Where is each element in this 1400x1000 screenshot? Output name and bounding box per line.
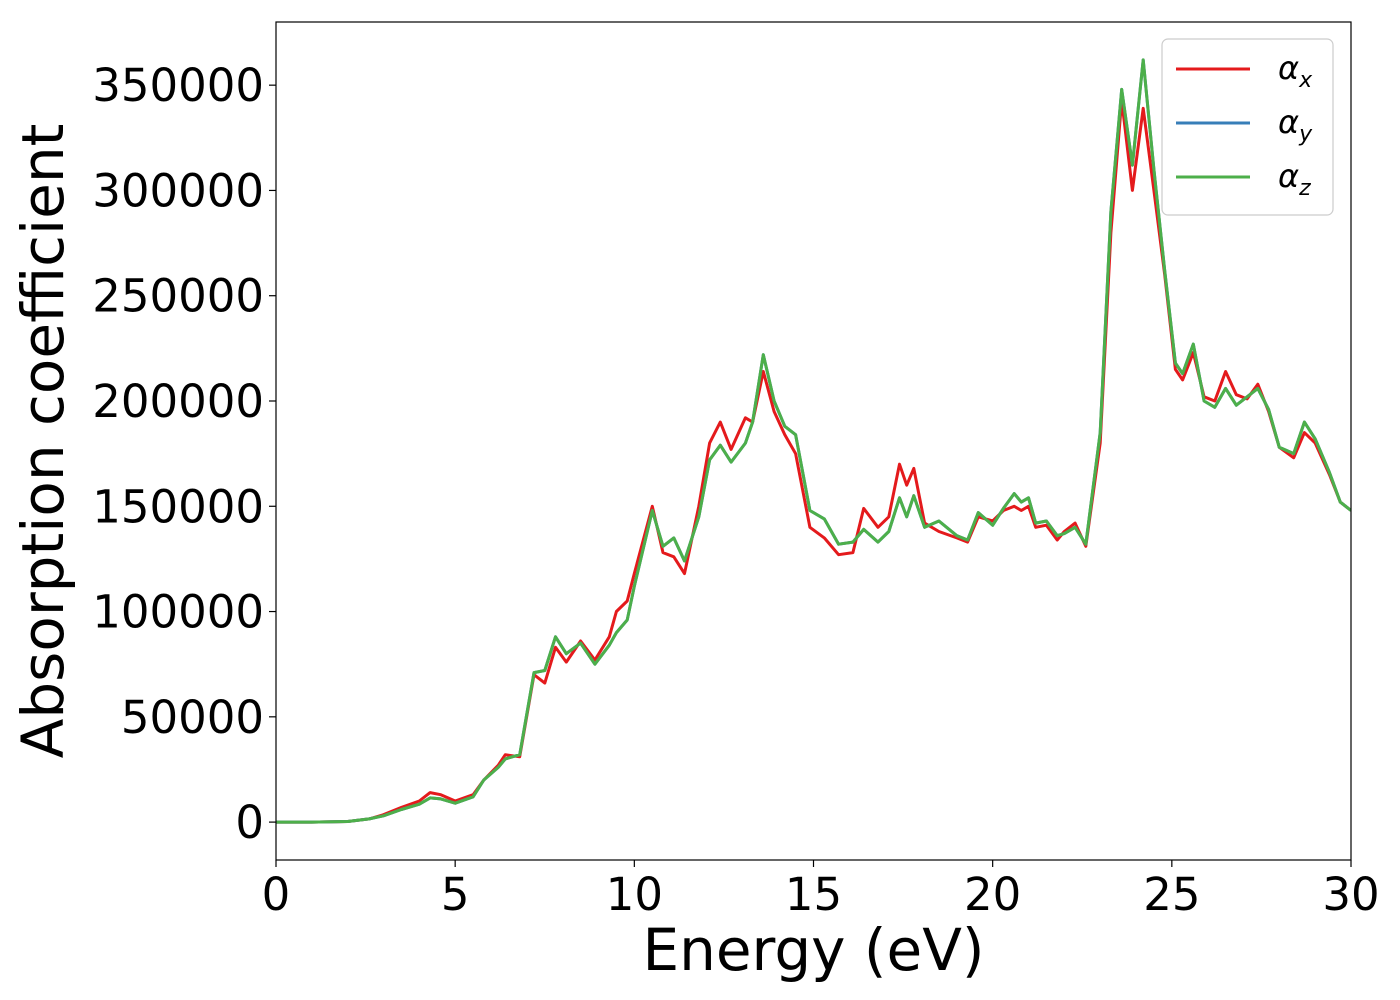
x-tick-label: 10 <box>606 868 663 921</box>
x-tick-label: 25 <box>1143 868 1200 921</box>
y-axis-title: Absorption coefficient <box>9 124 77 759</box>
y-axis-ticks: 0 50000 100000 150000 200000 250000 300000 3500… <box>92 59 276 849</box>
x-tick-label: 5 <box>441 868 470 921</box>
x-tick-label: 15 <box>785 868 842 921</box>
x-tick-label: 20 <box>964 868 1021 921</box>
y-tick-label: 0 <box>235 796 264 849</box>
series-layer <box>276 58 1351 824</box>
series-line-alpha-z <box>276 58 1351 824</box>
legend-subscript: y <box>1298 122 1313 147</box>
y-tick-label: 50000 <box>121 691 264 744</box>
legend-subscript: z <box>1298 176 1311 201</box>
y-tick-label: 100000 <box>92 586 264 639</box>
y-tick-label: 250000 <box>92 270 264 323</box>
x-tick-label: 0 <box>262 868 291 921</box>
y-tick-label: 300000 <box>92 164 264 217</box>
x-axis-ticks: 0 5 10 15 20 25 30 <box>262 860 1380 921</box>
x-axis-title: Energy (eV) <box>642 916 984 984</box>
y-tick-label: 150000 <box>92 480 264 533</box>
y-tick-label: 200000 <box>92 375 264 428</box>
x-tick-label: 30 <box>1322 868 1379 921</box>
legend-box <box>1161 38 1334 216</box>
legend-subscript: x <box>1298 68 1313 93</box>
y-tick-label: 350000 <box>92 59 264 112</box>
